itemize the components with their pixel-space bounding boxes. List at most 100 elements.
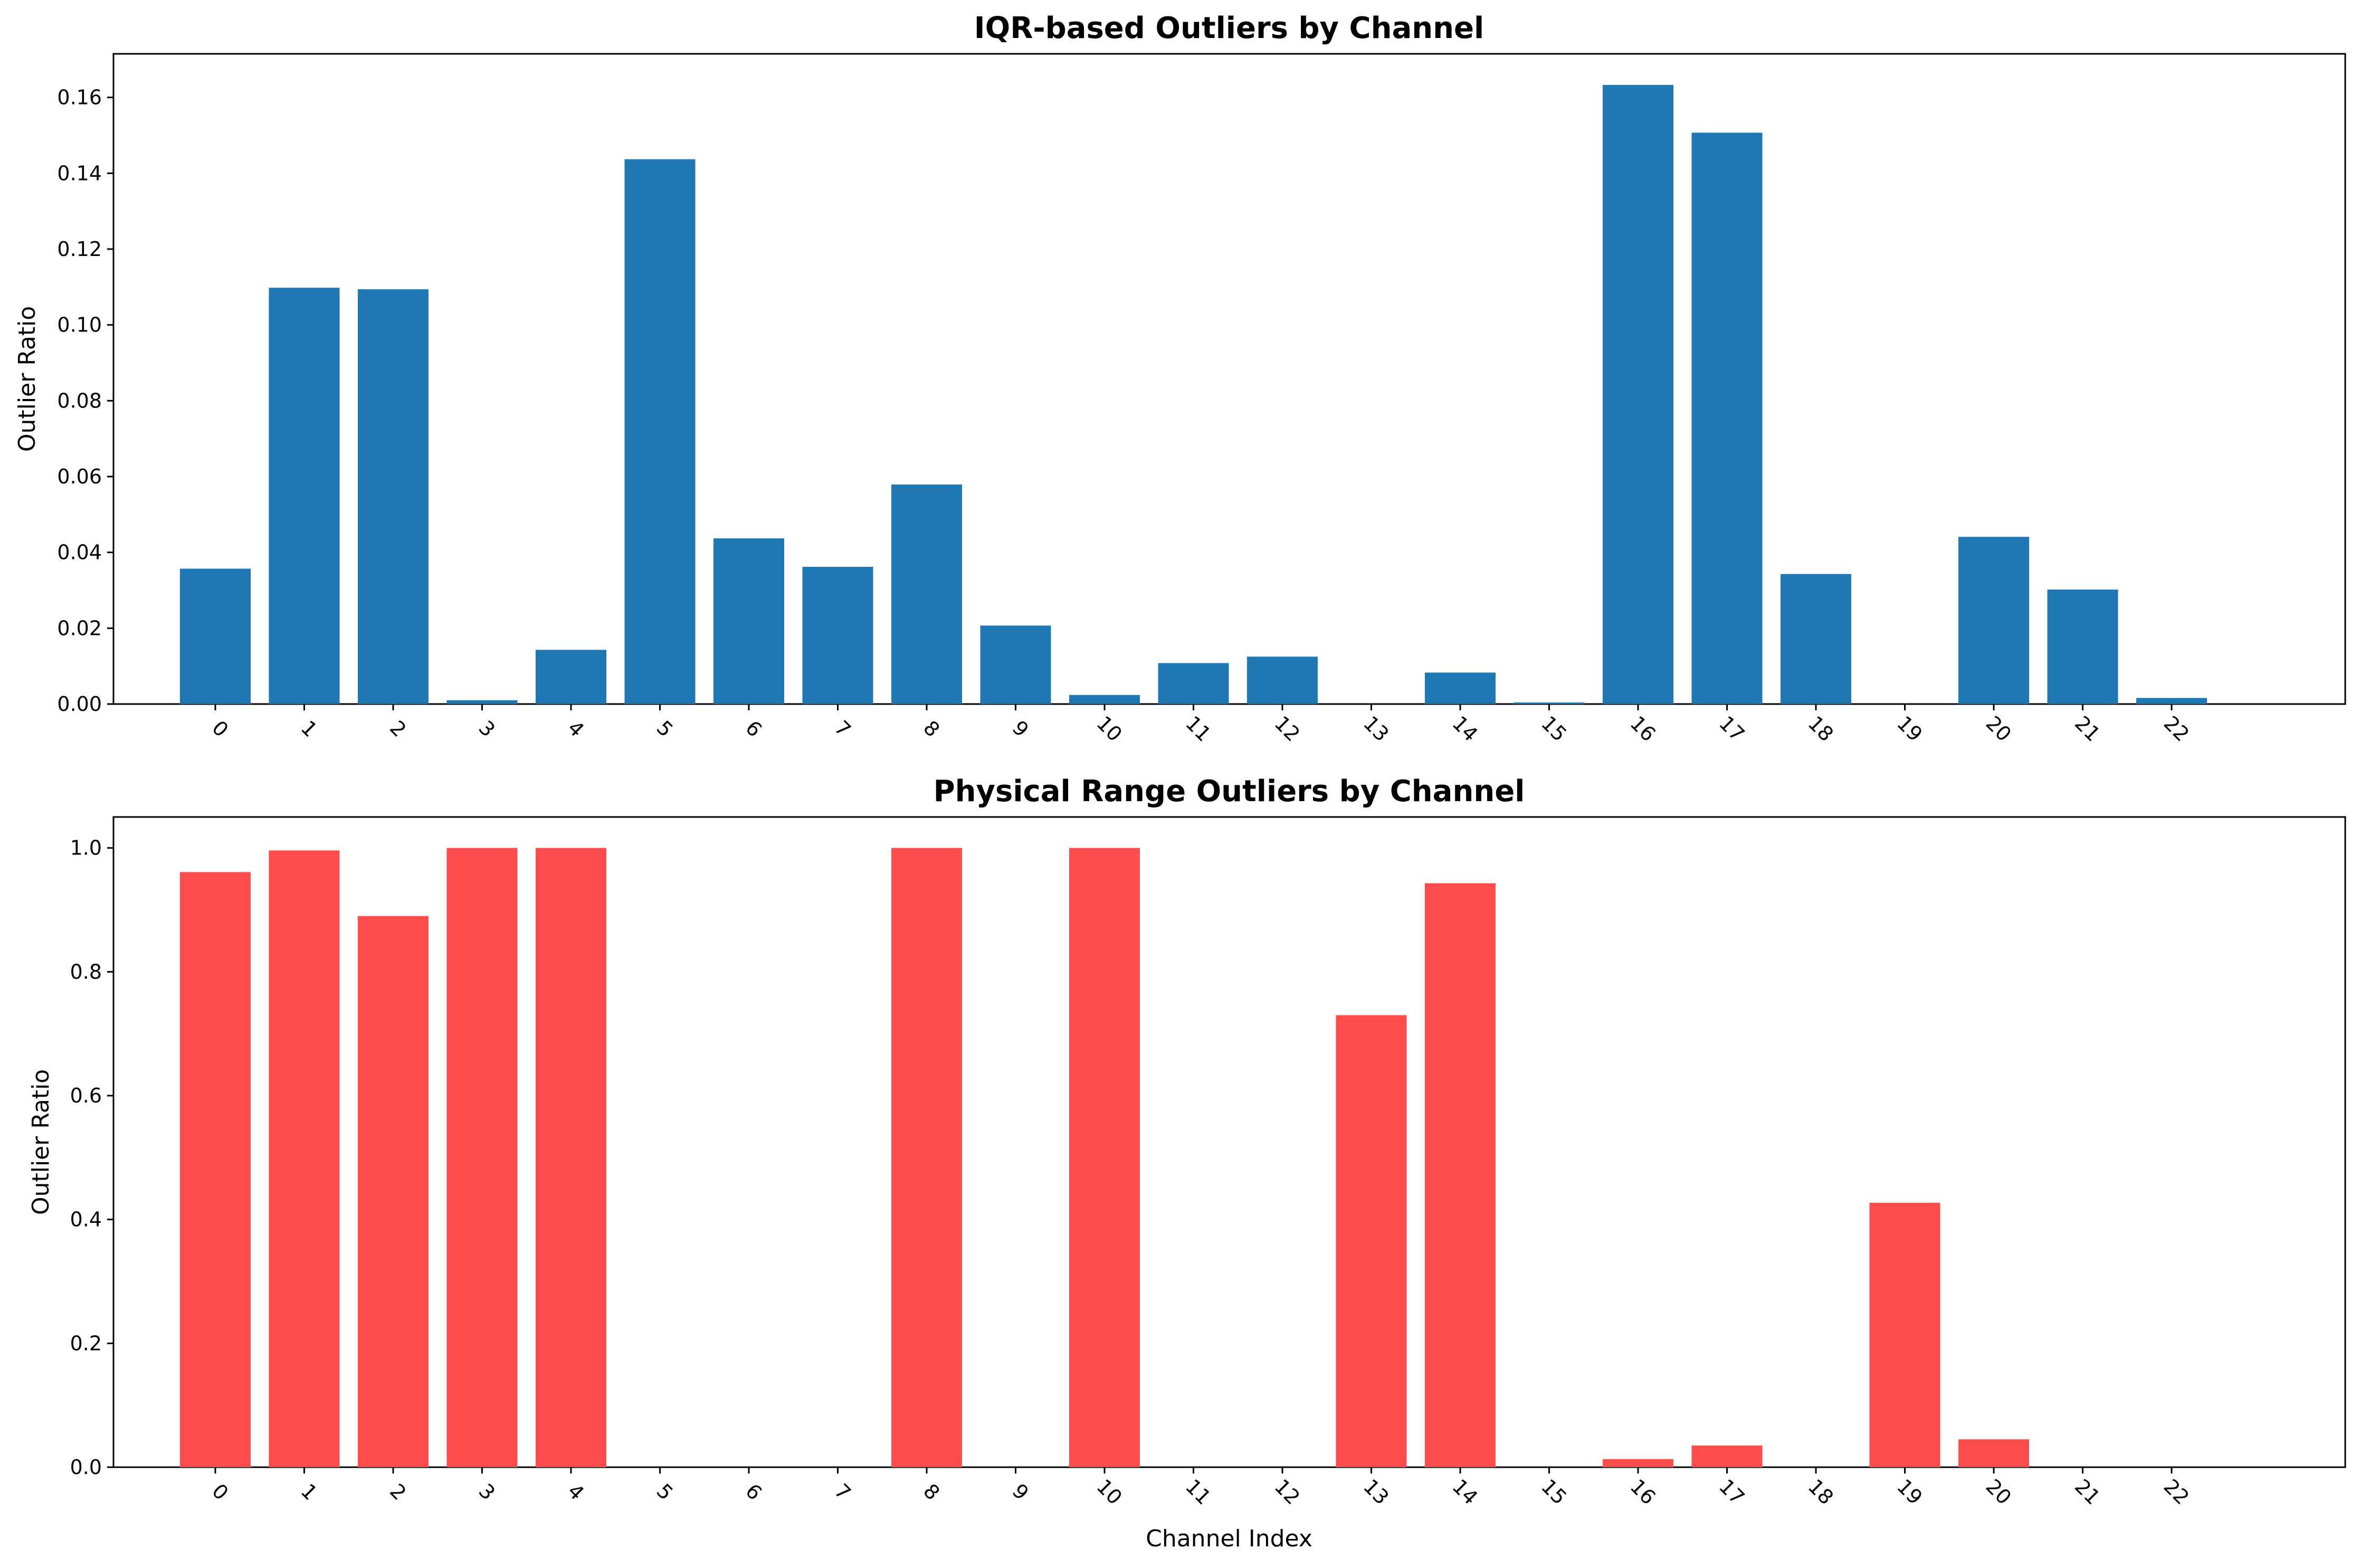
x-axis-label: Channel Index [1146,1525,1312,1552]
x-tick-label: 16 [1626,1475,1660,1509]
x-tick-label: 12 [1270,711,1305,746]
bar-channel-14 [1425,672,1496,704]
bar-channel-15 [1514,702,1585,704]
bar-channel-5 [624,159,696,705]
x-tick-label: 13 [1359,1475,1393,1509]
y-tick-label: 0.06 [57,465,102,488]
bars [180,84,2207,705]
x-ticks: 0 1 2 3 4 5 6 7 8 9 10 11 12 13 14 15 16 17 18 19 20 21 22 [207,704,2194,746]
x-tick-label: 5 [652,1479,678,1505]
bar-channel-3 [446,700,518,704]
y-tick-label: 0.00 [57,692,102,716]
bar-channel-13 [1336,1015,1407,1467]
y-ticks: 0.00 0.02 0.04 0.06 0.08 0.10 0.12 0.14 0.16 [57,86,113,716]
x-tick-label: 10 [1092,711,1127,746]
bar-channel-1 [269,288,340,704]
bar-channel-6 [713,538,784,704]
plot-frame [112,53,2346,705]
y-tick-label: 1.0 [70,837,102,860]
x-tick-label: 16 [1626,711,1660,746]
bar-channel-17 [1691,1445,1763,1467]
x-tick-label: 11 [1181,711,1215,746]
x-tick-label: 18 [1804,711,1838,746]
y-axis-label: Outlier Ratio [27,1069,54,1215]
y-tick-label: 0.0 [70,1456,102,1479]
x-tick-label: 14 [1448,1475,1482,1509]
x-tick-label: 3 [474,1479,500,1505]
x-tick-label: 7 [830,1479,855,1505]
bar-channel-10 [1069,695,1140,704]
physical-range-outliers-panel: Physical Range Outliers by Channel Outli… [27,774,2346,1552]
x-tick-label: 6 [741,1479,766,1505]
y-tick-label: 0.08 [57,389,102,412]
y-tick-label: 0.14 [57,161,102,185]
bar-channel-8 [891,484,962,704]
x-tick-label: 21 [2070,711,2105,746]
x-tick-label: 15 [1537,711,1571,746]
x-tick-label: 4 [563,716,588,742]
x-tick-label: 9 [1008,716,1033,742]
bar-channel-10 [1069,848,1140,1467]
bar-channel-0 [180,568,251,704]
x-tick-label: 19 [1892,1475,1927,1509]
x-tick-label: 15 [1537,1475,1571,1509]
y-tick-label: 0.12 [57,237,102,261]
bar-channel-19 [1869,1203,1940,1467]
x-tick-label: 14 [1448,711,1482,746]
x-tick-label: 8 [919,1479,944,1505]
x-tick-label: 0 [207,1479,233,1505]
x-tick-label: 17 [1715,711,1749,746]
plot-frame [112,816,2346,1468]
x-tick-label: 2 [385,1479,411,1505]
y-tick-label: 0.4 [70,1208,102,1231]
y-tick-label: 0.02 [57,616,102,640]
bar-channel-2 [358,289,429,704]
bar-channel-2 [358,916,429,1467]
y-tick-label: 0.10 [57,313,102,337]
bar-channel-9 [980,625,1051,704]
x-tick-label: 20 [1982,711,2016,746]
bar-channel-1 [269,850,340,1467]
bar-channel-7 [802,567,873,704]
bar-channel-3 [446,848,518,1467]
chart-title: IQR-based Outliers by Channel [974,11,1484,45]
bar-channel-14 [1425,883,1496,1467]
bar-channel-20 [1958,537,2029,704]
bar-channel-21 [2047,590,2118,704]
bar-channel-16 [1603,84,1673,704]
x-tick-label: 4 [563,1479,588,1505]
x-tick-label: 12 [1270,1475,1305,1509]
bar-channel-8 [891,848,962,1467]
y-tick-label: 0.8 [70,960,102,983]
chart-title: Physical Range Outliers by Channel [934,774,1525,809]
x-tick-label: 1 [297,1479,322,1505]
x-tick-label: 21 [2070,1475,2105,1509]
x-tick-label: 17 [1715,1475,1749,1509]
x-tick-label: 6 [741,716,766,742]
y-tick-label: 0.2 [70,1332,102,1355]
bar-channel-0 [180,872,251,1467]
x-tick-label: 19 [1892,711,1927,746]
x-tick-label: 9 [1008,1479,1033,1505]
bar-channel-4 [536,848,606,1467]
bar-channel-18 [1781,574,1851,704]
x-ticks: 0 1 2 3 4 5 6 7 8 9 10 11 12 13 14 15 16 17 18 19 20 21 22 [207,1467,2194,1509]
y-ticks: 0.0 0.2 0.4 0.6 0.8 1.0 [70,837,113,1479]
x-tick-label: 22 [2159,1475,2194,1509]
y-tick-label: 0.04 [57,541,102,564]
x-tick-label: 1 [297,716,322,742]
x-tick-label: 3 [474,716,500,742]
x-tick-label: 11 [1181,1475,1215,1509]
y-tick-label: 0.16 [57,86,102,109]
x-tick-label: 20 [1982,1475,2016,1509]
x-tick-label: 8 [919,716,944,742]
y-axis-label: Outlier Ratio [14,306,41,452]
x-tick-label: 5 [652,716,678,742]
x-tick-label: 22 [2159,711,2194,746]
x-tick-label: 13 [1359,711,1393,746]
x-tick-label: 2 [385,716,411,742]
bar-channel-22 [2136,698,2207,704]
x-tick-label: 10 [1092,1475,1127,1509]
x-tick-label: 7 [830,716,855,742]
